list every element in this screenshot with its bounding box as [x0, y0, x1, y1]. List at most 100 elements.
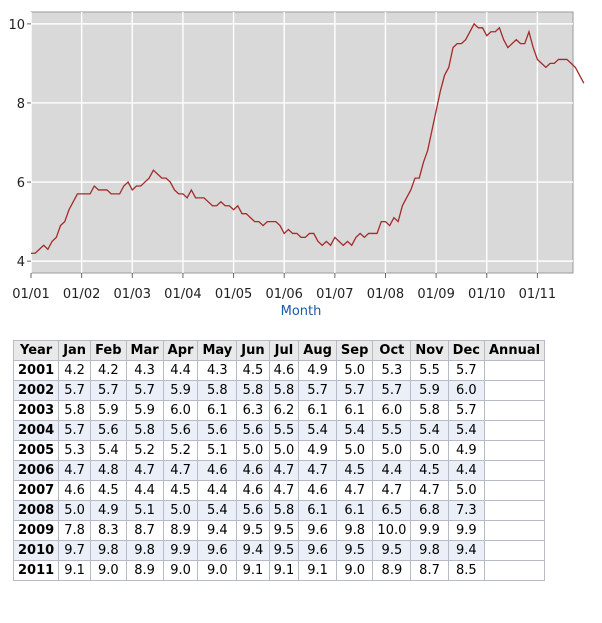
table-cell: 9.9 [410, 520, 449, 541]
table-cell: 5.7 [58, 380, 92, 401]
table-cell: 4.4 [197, 480, 238, 501]
table-cell: 6.1 [197, 400, 238, 421]
table-cell: 4.7 [372, 480, 412, 501]
table-cell: 5.0 [162, 500, 199, 521]
table-cell: 4.7 [298, 460, 337, 481]
table-cell: 6.3 [236, 400, 270, 421]
annual-cell [483, 540, 546, 561]
table-cell: 5.9 [125, 400, 164, 421]
data-table: Year Jan Feb Mar Apr May Jun Jul Aug Sep Oct Nov Dec… [12, 340, 546, 581]
annual-cell [483, 480, 546, 501]
row-year: 2004 [12, 420, 60, 441]
column-header: Sep [335, 340, 374, 361]
row-year: 2006 [12, 460, 60, 481]
annual-cell [483, 500, 546, 521]
table-row: 2002 5.7 5.7 5.7 5.9 5.8 5.8 5.8 5.7 5.7 5.7 5.9 6.0 [12, 380, 546, 401]
table-cell: 5.8 [268, 380, 300, 401]
table-cell: 10.0 [372, 520, 412, 541]
x-tick-label: 01/06 [265, 287, 302, 300]
table-row: 2011 9.1 9.0 8.9 9.0 9.0 9.1 9.1 9.1 9.0 8.9 8.7 8.5 [12, 560, 546, 581]
x-axis-ticks: 01/01 01/02 01/03 01/04 01/05 01/06 01/07 01/08… [12, 273, 556, 300]
table-cell: 5.0 [58, 500, 92, 521]
table-cell: 9.5 [372, 540, 412, 561]
table-cell: 9.8 [90, 540, 127, 561]
table-cell: 4.2 [90, 360, 127, 381]
grid-lines [30, 12, 573, 273]
table-cell: 4.6 [236, 460, 270, 481]
table-cell: 5.7 [335, 380, 374, 401]
table-cell: 4.8 [90, 460, 127, 481]
table-cell: 8.5 [447, 560, 486, 581]
table-cell: 5.1 [197, 440, 238, 461]
table-row: 2001 4.2 4.2 4.3 4.4 4.3 4.5 4.6 4.9 5.0 5.3 5.5 5.7 [12, 360, 546, 381]
row-year: 2005 [12, 440, 60, 461]
annual-cell [483, 520, 546, 541]
table-row: 2007 4.6 4.5 4.4 4.5 4.4 4.6 4.7 4.6 4.7 4.7 4.7 5.0 [12, 480, 546, 501]
annual-cell [483, 400, 546, 421]
table-row: 2006 4.7 4.8 4.7 4.7 4.6 4.6 4.7 4.7 4.5 4.4 4.5 4.4 [12, 460, 546, 481]
table-cell: 5.6 [236, 500, 270, 521]
table-cell: 5.7 [125, 380, 164, 401]
row-year: 2002 [12, 380, 60, 401]
table-cell: 4.6 [298, 480, 337, 501]
table-cell: 4.5 [335, 460, 374, 481]
table-cell: 4.7 [125, 460, 164, 481]
column-header: Mar [125, 340, 164, 361]
y-tick-label: 4 [17, 255, 25, 270]
row-year: 2007 [12, 480, 60, 501]
x-tick-label: 01/11 [519, 287, 556, 300]
table-cell: 9.4 [197, 520, 238, 541]
series-line [31, 22, 585, 254]
table-cell: 5.8 [268, 500, 300, 521]
column-header: Jul [268, 340, 300, 361]
column-header: Jun [236, 340, 270, 361]
table-cell: 4.4 [162, 360, 199, 381]
table-cell: 5.2 [162, 440, 199, 461]
table-cell: 5.7 [372, 380, 412, 401]
table-cell: 5.7 [58, 420, 92, 441]
table-cell: 5.0 [268, 440, 300, 461]
table-cell: 6.1 [298, 400, 337, 421]
table-cell: 4.3 [125, 360, 164, 381]
table-cell: 9.1 [58, 560, 92, 581]
table-cell: 5.9 [162, 380, 199, 401]
table-cell: 4.9 [298, 360, 337, 381]
table-cell: 9.6 [298, 540, 337, 561]
column-header: Dec [447, 340, 486, 361]
table-header-row: Year Jan Feb Mar Apr May Jun Jul Aug Sep Oct Nov Dec… [12, 340, 546, 361]
table-cell: 9.1 [268, 560, 300, 581]
table-cell: 4.7 [268, 480, 300, 501]
table-cell: 5.1 [125, 500, 164, 521]
table-cell: 9.0 [335, 560, 374, 581]
table-cell: 4.6 [268, 360, 300, 381]
table-cell: 8.9 [162, 520, 199, 541]
table-cell: 9.1 [236, 560, 270, 581]
table-cell: 4.2 [58, 360, 92, 381]
x-tick-label: 01/01 [12, 287, 49, 300]
column-header: Oct [372, 340, 412, 361]
table-cell: 5.0 [447, 480, 486, 501]
row-year: 2011 [12, 560, 60, 581]
table-cell: 9.9 [162, 540, 199, 561]
table-cell: 4.9 [447, 440, 486, 461]
row-year: 2010 [12, 540, 60, 561]
annual-cell [483, 380, 546, 401]
table-cell: 7.3 [447, 500, 486, 521]
annual-cell [483, 560, 546, 581]
table-cell: 5.5 [268, 420, 300, 441]
y-axis-ticks: 4 6 8 10 [8, 18, 31, 270]
table-cell: 4.6 [58, 480, 92, 501]
table-cell: 4.7 [162, 460, 199, 481]
table-cell: 5.8 [58, 400, 92, 421]
table-cell: 5.0 [236, 440, 270, 461]
table-cell: 5.0 [335, 440, 374, 461]
table-cell: 6.2 [268, 400, 300, 421]
row-year: 2001 [12, 360, 60, 381]
column-header: Year [12, 340, 60, 361]
y-tick-label: 8 [17, 97, 25, 112]
column-header: Nov [410, 340, 449, 361]
table-cell: 4.7 [268, 460, 300, 481]
table-cell: 5.8 [125, 420, 164, 441]
table-row: 2009 7.8 8.3 8.7 8.9 9.4 9.5 9.5 9.6 9.8 10.0 9.9 9.… [12, 520, 546, 541]
table-cell: 9.4 [447, 540, 486, 561]
